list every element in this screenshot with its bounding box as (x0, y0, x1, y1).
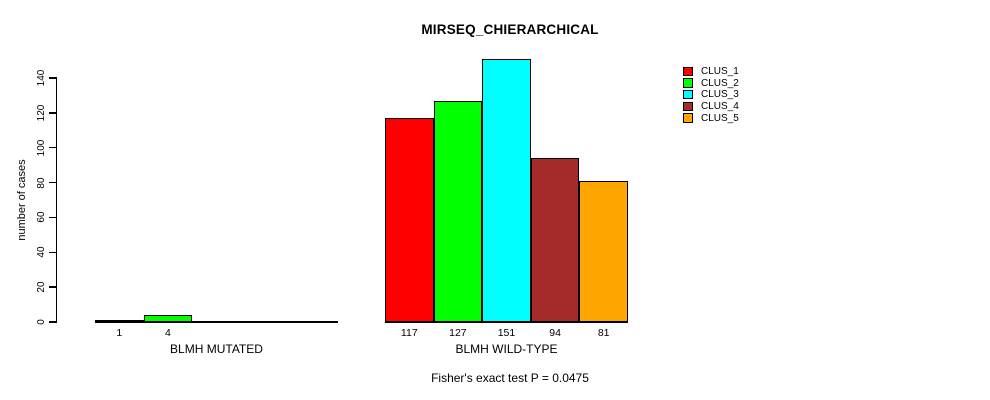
group-label: BLMH MUTATED (170, 342, 263, 356)
y-tick-label: 40 (36, 246, 47, 258)
stat-annotation: Fisher's exact test P = 0.0475 (431, 371, 589, 385)
bar-value-label: 81 (597, 327, 610, 339)
y-tick-mark (49, 146, 57, 149)
y-tick-mark (49, 321, 57, 323)
legend-swatch (683, 113, 693, 123)
bar (95, 320, 144, 322)
bar-value-label: 117 (400, 327, 418, 339)
y-tick-label: 60 (36, 211, 47, 223)
y-tick-label: 140 (36, 69, 47, 87)
bar-value-label: 4 (164, 327, 171, 339)
bar (385, 118, 434, 322)
y-axis-label: number of cases (16, 159, 28, 241)
bar-value-label: 1 (116, 327, 123, 339)
legend-label: CLUS_4 (701, 101, 739, 113)
y-tick-mark (49, 251, 57, 254)
legend-label: CLUS_5 (701, 112, 739, 124)
legend-swatch (683, 66, 693, 76)
y-tick-mark (49, 286, 57, 288)
y-tick-label: 80 (36, 177, 47, 189)
bar (433, 100, 483, 322)
bar (482, 58, 531, 322)
y-tick-label: 0 (36, 319, 47, 325)
bar-value-label: 94 (549, 327, 561, 339)
group-baseline (95, 321, 338, 323)
chart-title: MIRSEQ_CHIERARCHICAL (421, 22, 599, 37)
y-tick-mark (49, 112, 57, 114)
bar-value-label: 151 (497, 327, 516, 339)
y-tick-label: 20 (36, 281, 47, 293)
y-tick-label: 120 (36, 104, 47, 122)
legend-label: CLUS_3 (701, 89, 739, 101)
legend-label: CLUS_1 (701, 66, 739, 77)
y-tick-mark (49, 216, 57, 219)
y-tick-mark (49, 181, 57, 184)
group-label: BLMH WILD-TYPE (455, 342, 558, 356)
y-tick-label: 100 (36, 139, 47, 157)
legend-swatch (683, 78, 693, 88)
legend-swatch (683, 101, 693, 112)
bar-value-label: 127 (449, 327, 467, 339)
y-axis-line (55, 78, 57, 322)
bar (143, 315, 193, 322)
legend-label: CLUS_2 (701, 77, 739, 89)
legend-swatch (683, 89, 693, 100)
y-tick-mark (49, 77, 57, 79)
bar (530, 158, 580, 322)
bar (579, 180, 628, 322)
